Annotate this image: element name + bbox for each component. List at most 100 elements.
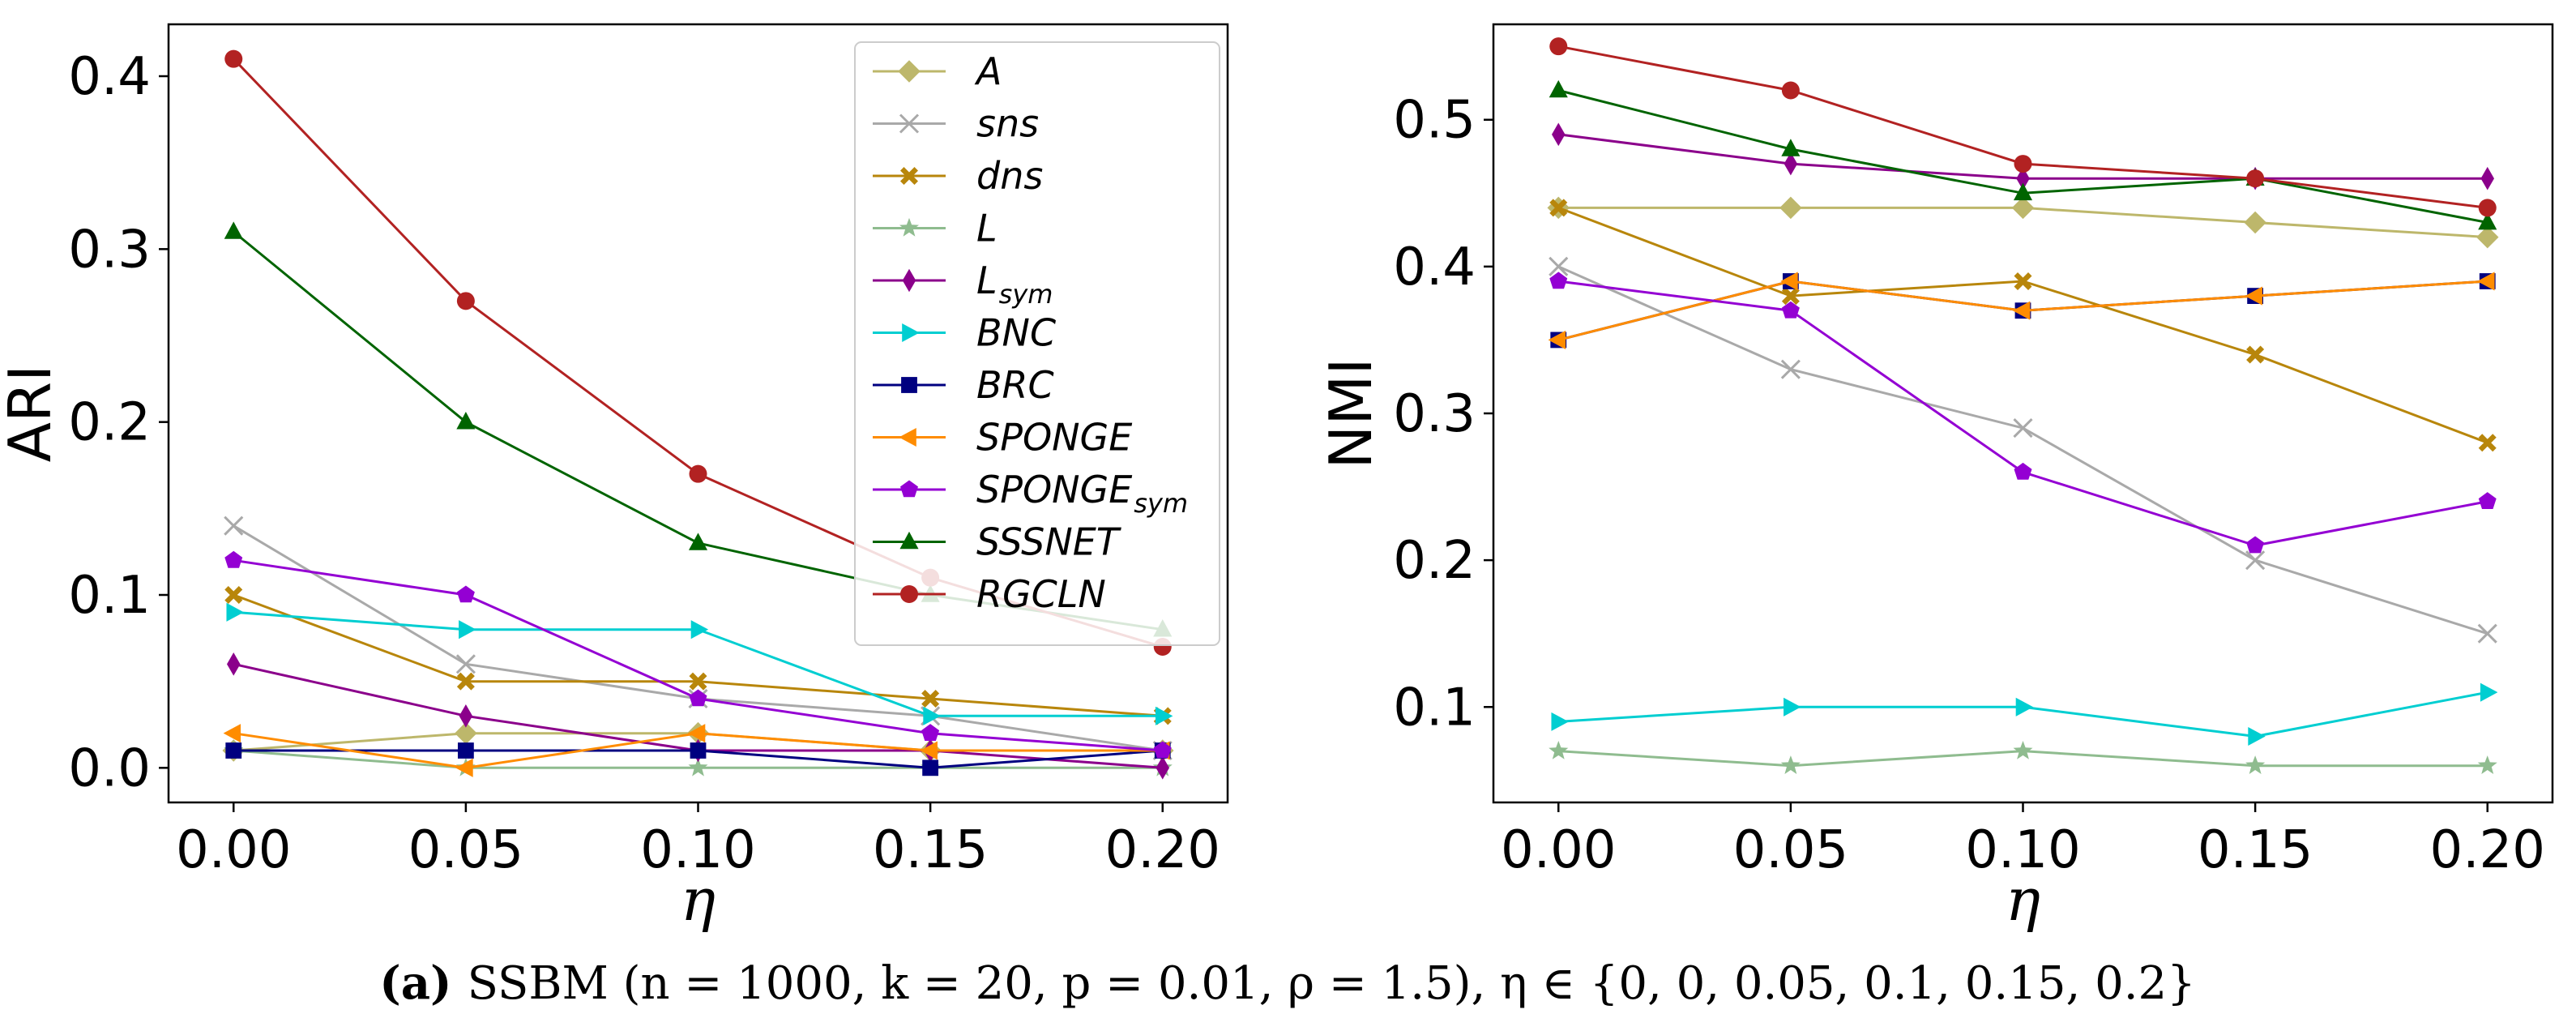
legend-entry-BNC: BNC [873,311,1056,355]
data-point-SPONGE [2477,272,2495,291]
legend-marker-BNC [902,323,920,343]
legend-marker-sns [899,113,920,134]
data-point-SPONGE [223,724,241,743]
data-point-SPONGEsym [1781,301,1800,319]
data-point-RGCLN [2014,155,2032,173]
data-point-SPONGE [920,741,938,760]
legend-entry-dns: dns [873,154,1043,198]
data-point-sns [455,654,476,674]
data-point-SPONGE [2245,286,2262,306]
data-point-Lsym [1552,122,1566,147]
data-point-Lsym [1156,756,1169,780]
y-axis-label: ARI [0,365,64,463]
figure-caption: (a) SSBM (n = 1000, k = 20, p = 0.01, ρ … [379,956,2196,1010]
data-point-sns [224,516,244,536]
y-tick-label: 0.1 [68,566,151,626]
data-point-A [2011,196,2035,220]
x-axis-label: η [681,866,716,934]
data-point-BNC [2248,726,2266,747]
y-tick-label: 0.5 [1393,91,1476,151]
x-tick-label: 0.20 [1104,820,1220,880]
data-point-SPONGEsym [2014,462,2032,480]
data-point-SPONGE [1780,272,1798,291]
data-point-RGCLN [456,292,475,310]
y-tick-label: 0.4 [1393,237,1476,297]
data-point-A [2244,211,2266,234]
data-point-dns [921,690,940,708]
x-tick-label: 0.05 [1733,820,1849,880]
legend-marker-SPONGE [899,427,916,447]
y-tick-label: 0.1 [1393,678,1476,738]
data-point-sns [2477,623,2497,644]
x-tick-label: 0.05 [408,820,524,880]
data-point-dns [1549,199,1568,217]
y-tick-label: 0.3 [68,220,151,280]
data-point-dns [2014,272,2032,290]
legend-marker-A [898,60,921,83]
nmi-chart: 0.00 0.05 0.10 0.15 0.20 0.1 0.2 0.3 0.4 0.5 η NMI [1317,23,2554,934]
data-point-SSSNET [688,533,708,550]
plot-frame [167,23,1229,804]
data-point-L [1549,741,1569,759]
series-dns [1549,199,2497,452]
data-point-BNC [2015,697,2034,717]
data-point-sns [2013,418,2033,438]
caption-text: SSBM (n = 1000, k = 20, p = 0.01, ρ = 1.… [468,957,2196,1010]
x-tick-label: 0.15 [2198,820,2313,880]
legend-marker-BRC [901,377,917,393]
data-point-A [1779,196,1802,220]
data-point-SSSNET [2478,212,2497,230]
y-tick-label: 0.2 [1393,531,1476,591]
data-point-SPONGE [687,724,706,743]
data-point-SPONGEsym [921,724,940,741]
data-point-BNC [459,620,476,640]
legend-label: SSSNET [976,520,1122,564]
data-point-Lsym [2016,166,2030,190]
legend-label: Lsym [976,259,1053,310]
data-point-BNC [2480,682,2498,702]
data-point-L [2013,741,2033,759]
data-point-RGCLN [689,464,707,483]
legend-label: A [974,49,1002,93]
data-point-Lsym [1784,152,1798,176]
legend-entry-SSSNET: SSSNET [873,520,1122,564]
data-point-SPONGE [1548,330,1566,349]
legend-entry-SPONGEsym: SPONGEsym [873,468,1188,519]
legend-entry-L: L [873,207,998,250]
data-point-Lsym [459,704,473,728]
data-point-BNC [1551,712,1569,731]
legend-marker-SSSNET [899,531,919,550]
data-point-BNC [690,620,709,640]
data-point-BNC [923,706,941,725]
data-point-SPONGEsym [2478,492,2497,509]
data-point-SPONGEsym [224,550,243,568]
legend-label: BNC [976,311,1056,355]
data-point-SPONGEsym [1153,741,1172,759]
x-tick-label: 0.10 [640,820,756,880]
data-point-SPONGEsym [456,585,475,603]
x-tick-label: 0.15 [873,820,989,880]
data-point-SPONGEsym [2246,536,2265,554]
data-point-BNC [226,602,244,622]
data-point-RGCLN [224,49,243,68]
y-axis-label: NMI [1317,357,1385,468]
data-point-A [455,721,477,745]
legend-marker-dns [900,167,918,185]
series-line-SPONGEsym [1558,280,2488,547]
legend-label: dns [976,154,1043,198]
data-point-BNC [1784,697,1801,717]
data-point-L [1780,755,1801,774]
data-point-dns [2246,345,2265,364]
series-RGCLN [1549,37,2497,217]
data-point-L [688,757,708,776]
data-point-sns [1549,256,1569,276]
data-point-SSSNET [456,412,476,430]
data-point-RGCLN [1549,37,1568,56]
data-point-L [2477,755,2497,774]
x-tick-label: 0.20 [2429,820,2545,880]
series-BRC [225,742,1171,776]
data-point-SSSNET [2013,182,2033,201]
data-point-BRC [922,759,939,776]
data-point-L [2245,755,2266,774]
